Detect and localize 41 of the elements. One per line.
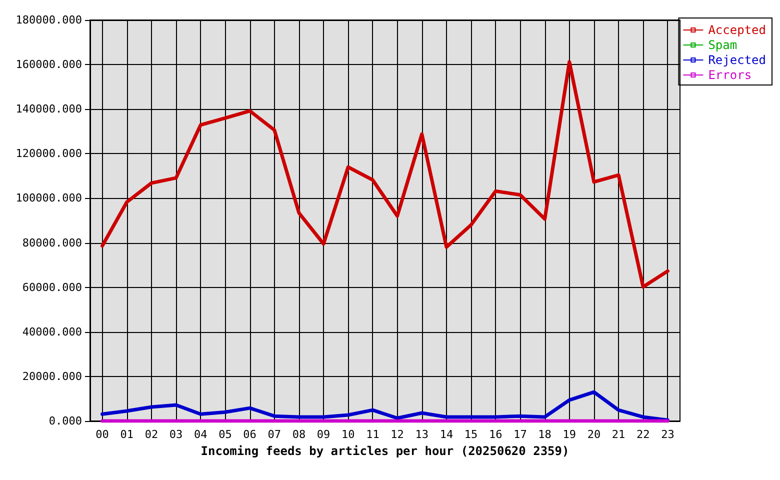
y-tick-label: 40000.000: [22, 325, 82, 338]
x-tick-label: 10: [342, 428, 355, 441]
x-tick-label: 05: [218, 428, 232, 441]
y-tick-label: 80000.000: [22, 236, 82, 250]
x-tick-label: 08: [292, 428, 306, 441]
legend-label: Rejected: [708, 53, 766, 67]
y-tick-label: 120000.000: [16, 147, 82, 160]
x-tick-label: 07: [268, 428, 281, 441]
x-tick-label: 12: [390, 428, 404, 441]
x-tick-label: 01: [120, 428, 134, 441]
x-tick-label: 20: [587, 428, 601, 441]
x-tick-label: 15: [464, 428, 478, 441]
y-tick-label: 160000.000: [16, 58, 82, 72]
x-tick-label: 06: [243, 428, 256, 441]
x-tick-label: 18: [538, 428, 552, 441]
x-tick-label: 04: [194, 428, 208, 441]
y-tick-label: 0.000: [48, 414, 82, 428]
y-tick-label: 100000.000: [16, 192, 82, 205]
x-tick-label: 22: [636, 428, 650, 441]
x-tick-label: 00: [96, 428, 109, 441]
legend-label: Spam: [708, 38, 738, 52]
x-tick-label: 17: [514, 428, 527, 441]
x-tick-label: 09: [316, 428, 330, 441]
x-tick-label: 03: [169, 428, 183, 441]
legend-label: Errors: [708, 68, 752, 82]
x-tick-label: 16: [489, 428, 502, 441]
y-tick-label: 60000.000: [22, 280, 82, 294]
x-tick-label: 23: [661, 428, 674, 441]
y-tick-label: 20000.000: [22, 370, 82, 383]
x-tick-label: 21: [612, 428, 626, 441]
x-tick-label: 11: [366, 428, 380, 441]
y-tick-label: 140000.000: [16, 102, 82, 116]
x-tick-label: 19: [562, 428, 576, 441]
x-tick-label: 14: [440, 428, 454, 441]
x-tick-label: 13: [415, 428, 428, 441]
x-tick-label: 02: [144, 428, 158, 441]
line-series: [100, 60, 670, 289]
x-axis-title: Incoming feeds by articles per hour (20250620 2359): [200, 444, 570, 458]
y-tick-label: 180000.000: [16, 14, 82, 26]
line-series: [100, 390, 670, 422]
legend-label: Accepted: [708, 23, 766, 37]
